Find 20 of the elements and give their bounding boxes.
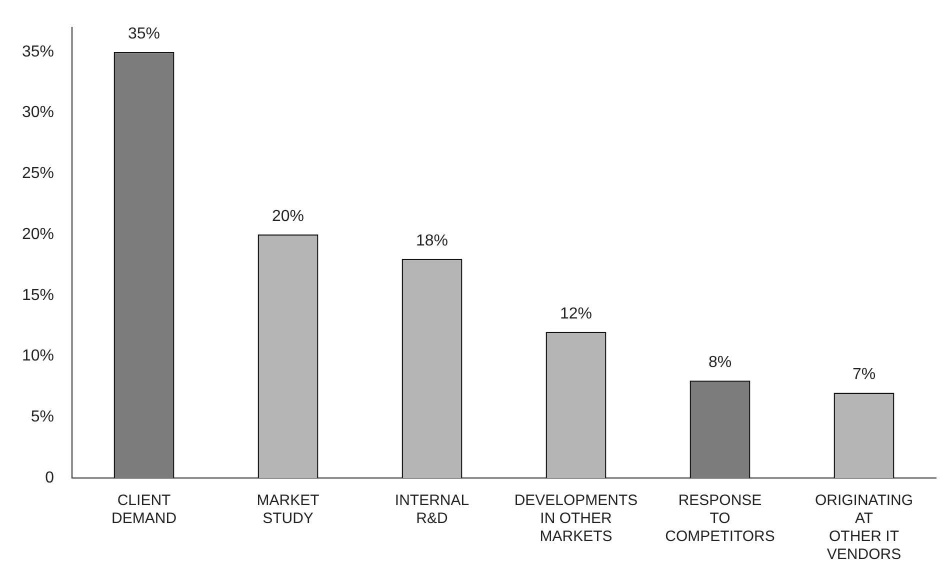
x-tick-label: CLIENT DEMAND xyxy=(112,492,177,528)
y-tick-label: 20% xyxy=(22,226,54,243)
data-label: 35% xyxy=(128,25,160,42)
x-tick-label: INTERNAL R&D xyxy=(394,492,470,528)
x-tick-label: MARKET STUDY xyxy=(256,492,320,528)
x-tick-label: DEVELOPMENTS IN OTHER MARKETS xyxy=(514,492,638,546)
x-tick-label: RESPONSE TO COMPETITORS xyxy=(665,492,775,546)
data-label: 12% xyxy=(560,305,592,322)
y-tick-label: 15% xyxy=(22,286,54,304)
y-tick-label: 25% xyxy=(22,165,54,182)
data-label: 8% xyxy=(708,354,732,372)
data-label: 20% xyxy=(272,208,304,225)
data-label: 7% xyxy=(852,366,876,384)
y-tick-label: 5% xyxy=(30,408,54,426)
y-tick-label: 0 xyxy=(45,469,54,486)
y-tick-label: 10% xyxy=(22,348,54,365)
y-tick-label: 35% xyxy=(22,43,54,60)
x-tick-label: ORIGINATING AT OTHER IT VENDORS xyxy=(814,492,914,564)
y-tick-label: 30% xyxy=(22,104,54,122)
data-label: 18% xyxy=(416,232,448,250)
